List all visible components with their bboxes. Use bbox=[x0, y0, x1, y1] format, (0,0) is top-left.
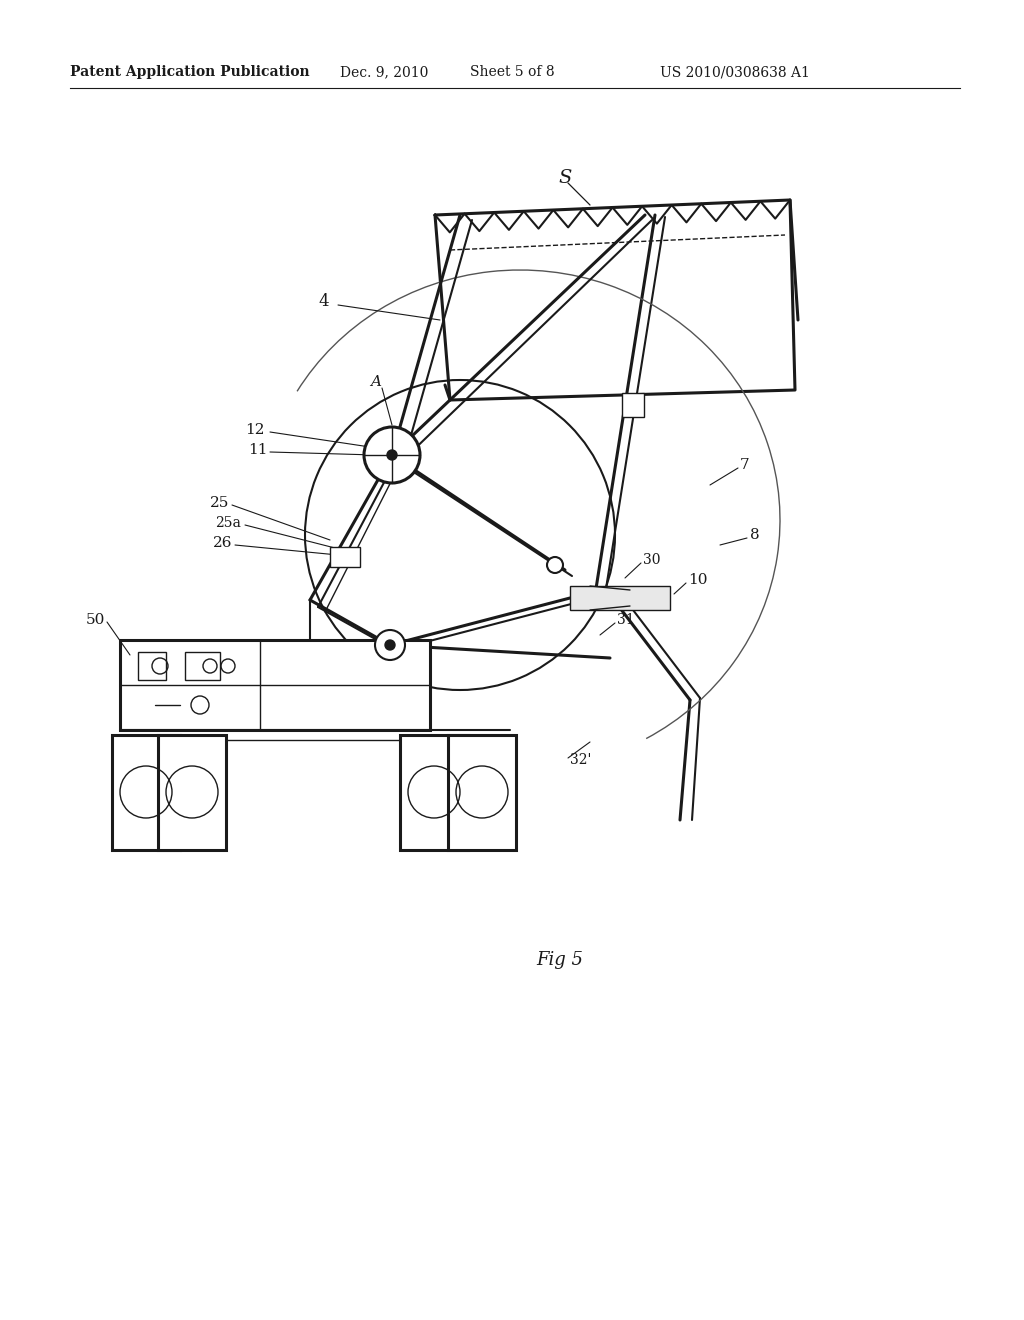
Text: 12: 12 bbox=[245, 422, 264, 437]
Text: US 2010/0308638 A1: US 2010/0308638 A1 bbox=[660, 65, 810, 79]
Text: Dec. 9, 2010: Dec. 9, 2010 bbox=[340, 65, 428, 79]
Bar bbox=[449, 735, 516, 850]
Text: 32': 32' bbox=[570, 752, 592, 767]
Text: 25a: 25a bbox=[215, 516, 241, 531]
Circle shape bbox=[547, 557, 563, 573]
Bar bbox=[138, 652, 166, 680]
Text: Sheet 5 of 8: Sheet 5 of 8 bbox=[470, 65, 555, 79]
Text: 26: 26 bbox=[213, 536, 232, 550]
Text: A: A bbox=[370, 375, 381, 389]
Text: S: S bbox=[558, 169, 571, 187]
Text: 25: 25 bbox=[210, 496, 229, 510]
Text: 8: 8 bbox=[750, 528, 760, 543]
Text: 7: 7 bbox=[740, 458, 750, 473]
Bar bbox=[112, 735, 180, 850]
Circle shape bbox=[375, 630, 406, 660]
Text: Patent Application Publication: Patent Application Publication bbox=[70, 65, 309, 79]
Circle shape bbox=[385, 640, 395, 649]
Text: 10: 10 bbox=[688, 573, 708, 587]
Text: 4: 4 bbox=[318, 293, 329, 310]
Bar bbox=[622, 393, 644, 417]
Bar bbox=[570, 586, 670, 610]
Bar bbox=[120, 640, 430, 730]
Text: 31: 31 bbox=[617, 612, 635, 627]
Bar bbox=[400, 735, 468, 850]
Circle shape bbox=[387, 450, 397, 459]
Text: 30: 30 bbox=[643, 553, 660, 568]
Text: Fig 5: Fig 5 bbox=[537, 950, 584, 969]
Text: 11: 11 bbox=[248, 444, 267, 457]
Bar bbox=[185, 652, 220, 680]
Circle shape bbox=[364, 426, 420, 483]
Text: 50: 50 bbox=[86, 612, 105, 627]
Bar bbox=[330, 546, 360, 568]
Bar bbox=[158, 735, 226, 850]
